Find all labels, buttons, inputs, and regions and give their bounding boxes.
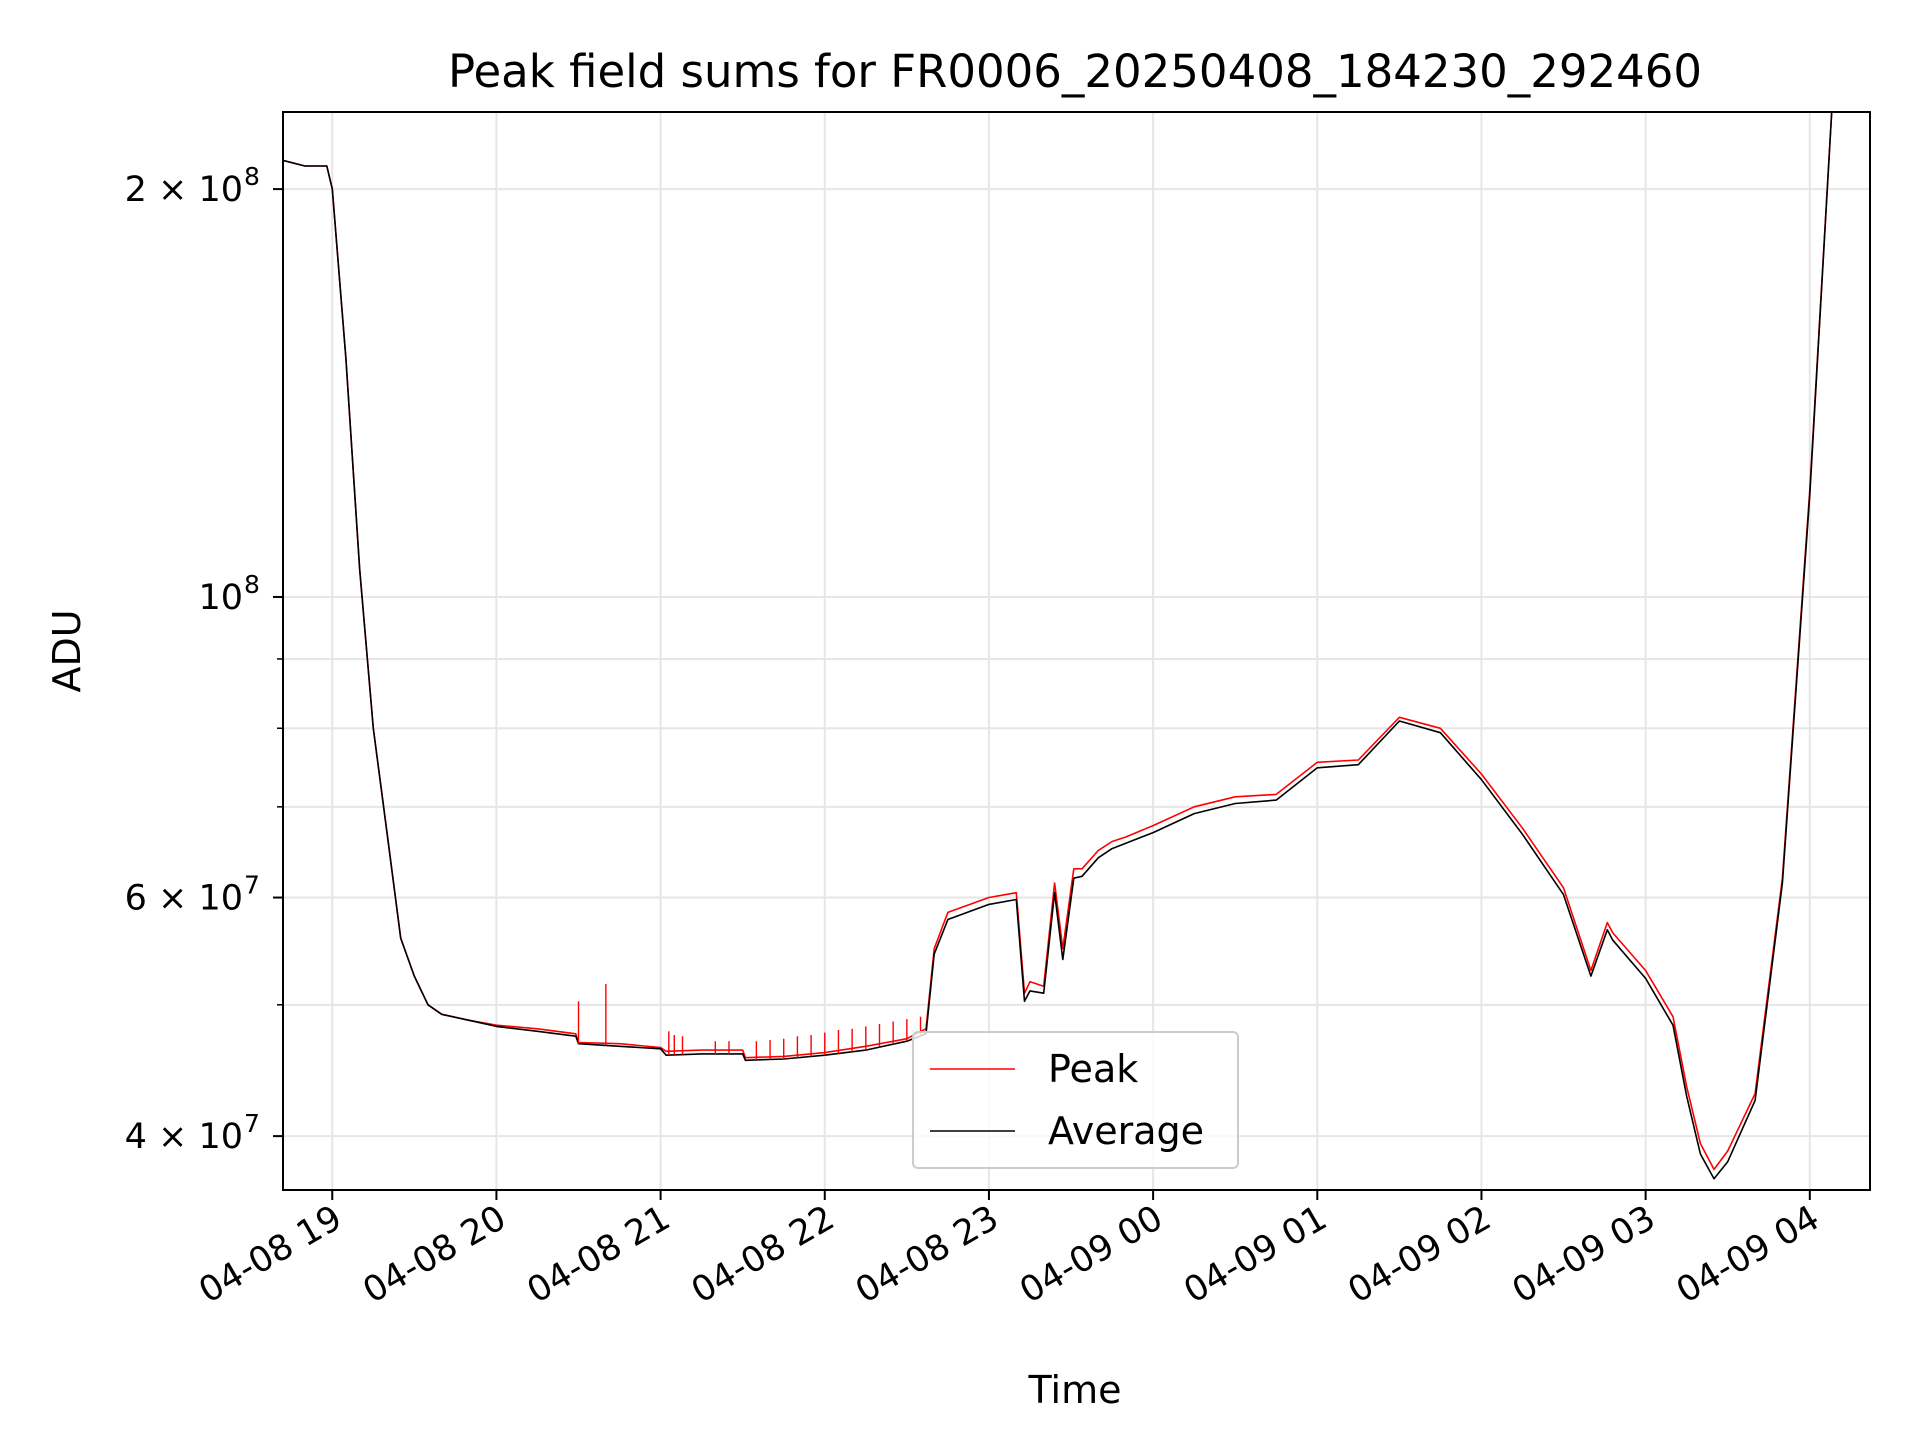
plot-frame [282, 111, 1871, 1191]
chart-title: Peak field sums for FR0006_20250408_1842… [448, 45, 1702, 98]
y-tick-exponent: 7 [244, 871, 260, 900]
y-tick-label: 2 × 10 [125, 170, 243, 210]
series-line-average [283, 112, 1833, 1180]
y-tick-label: 4 × 10 [125, 1117, 243, 1157]
y-tick-exponent: 8 [244, 570, 260, 599]
series-layer [283, 112, 1833, 1180]
y-tick-exponent: 7 [244, 1109, 260, 1138]
legend-label-average: Average [1048, 1109, 1204, 1153]
y-tick-exponent: 8 [244, 162, 260, 191]
y-tick-label: 6 × 10 [125, 879, 243, 919]
x-axis-label: Time [1028, 1368, 1122, 1412]
legend-box [912, 1031, 1239, 1169]
y-tick-label: 10 [198, 578, 243, 618]
y-axis-label: ADU [45, 609, 89, 692]
legend: Peak Average [912, 1031, 1239, 1169]
y-axis: 4 × 10 76 × 10 710 82 × 10 8 [125, 162, 283, 1157]
legend-label-peak: Peak [1048, 1047, 1138, 1091]
